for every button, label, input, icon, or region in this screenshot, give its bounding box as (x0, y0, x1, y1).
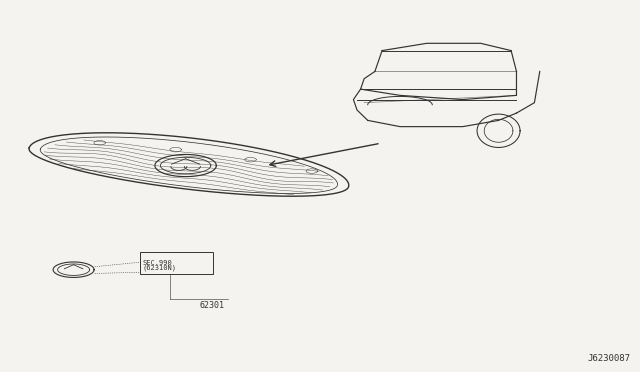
Bar (140, 252, 213, 274)
Text: 62301: 62301 (199, 301, 224, 310)
Text: (62310N): (62310N) (143, 264, 177, 270)
Text: SEC.990: SEC.990 (143, 260, 172, 266)
Text: J6230087: J6230087 (588, 354, 630, 363)
